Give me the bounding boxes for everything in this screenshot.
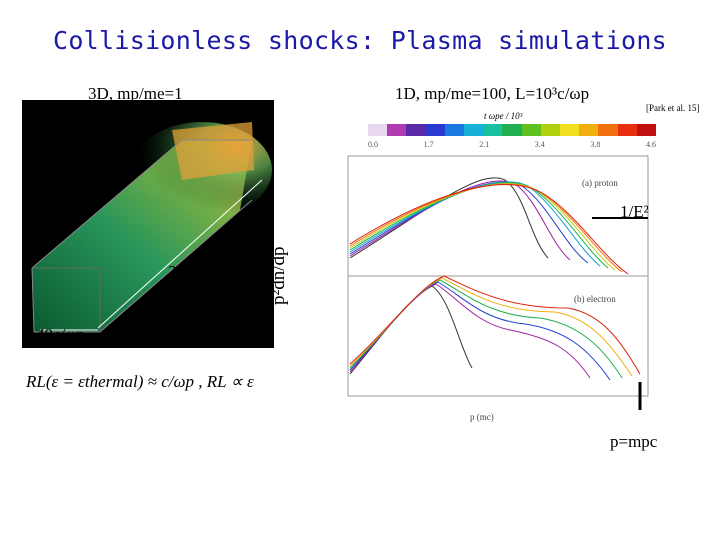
- colorbar-tick: 2.1: [479, 140, 490, 149]
- formula: RL(ε = εthermal) ≈ c/ωp , RL ∝ ε: [26, 372, 254, 391]
- colorbar-tick: 0.0: [368, 140, 378, 149]
- slope-label: 1/E²: [620, 202, 649, 221]
- colorbar-tick: 1.7: [423, 140, 434, 149]
- colorbar-tick: 3.4: [534, 140, 545, 149]
- colorbar-tick: 4.6: [645, 140, 656, 149]
- page-title: Collisionless shocks: Plasma simulations: [52, 26, 668, 55]
- colorbar: [368, 124, 657, 136]
- panel-a-label: (a) proton: [582, 178, 618, 188]
- label-40: 40c/ωp: [36, 325, 85, 344]
- citation: [Park et al. 15]: [646, 103, 700, 113]
- colorbar-title: t ωpe / 10³: [484, 111, 523, 121]
- panel-b-label: (b) electron: [574, 294, 616, 304]
- y-axis-label: p²dn/dp: [268, 246, 289, 305]
- left-heading: 3D, mp/me=1: [88, 84, 183, 103]
- marker-label: p=mpc: [610, 432, 658, 451]
- label-200: 200c/ωp: [168, 262, 226, 281]
- colorbar-tick: 3.8: [590, 140, 601, 149]
- spectra-plot: [347, 155, 649, 410]
- simulation-3d-image: [22, 100, 274, 348]
- colorbar-ticks: 0.0 1.7 2.1 3.4 3.8 4.6: [368, 140, 656, 149]
- x-axis-label: p (mc): [470, 412, 494, 422]
- right-heading: 1D, mp/me=100, L=10³c/ωp: [395, 84, 590, 103]
